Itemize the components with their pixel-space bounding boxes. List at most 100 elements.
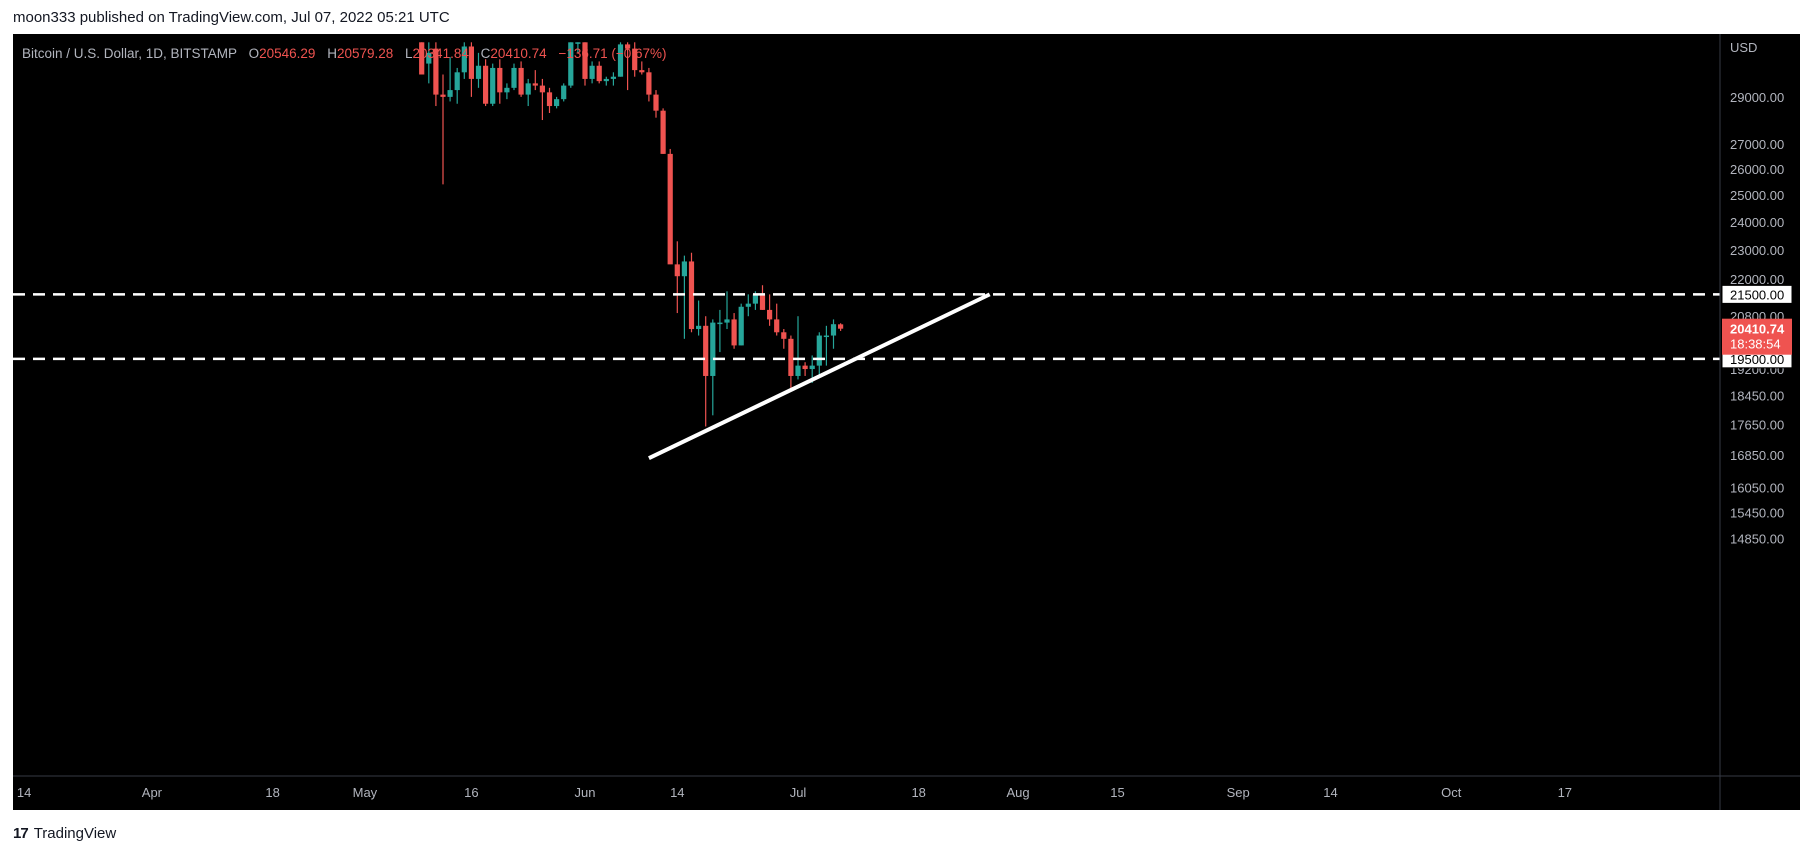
candle-body bbox=[603, 78, 609, 82]
candle[interactable] bbox=[724, 291, 730, 330]
footer-brand[interactable]: 17 TradingView bbox=[13, 822, 116, 844]
candle-body bbox=[688, 261, 695, 330]
candle[interactable] bbox=[767, 294, 773, 326]
candle[interactable] bbox=[688, 252, 695, 333]
price-tick-label: 18450.00 bbox=[1730, 388, 1784, 403]
candle[interactable] bbox=[497, 59, 503, 104]
trendline[interactable] bbox=[648, 292, 991, 461]
candle[interactable] bbox=[539, 78, 545, 121]
candle[interactable] bbox=[781, 329, 787, 349]
candle[interactable] bbox=[696, 300, 702, 336]
candle[interactable] bbox=[710, 319, 716, 416]
price-tick-label: 26000.00 bbox=[1730, 162, 1784, 177]
candle[interactable] bbox=[639, 61, 645, 75]
candle[interactable] bbox=[589, 61, 595, 84]
price-tick-label: 23000.00 bbox=[1730, 243, 1784, 258]
candle[interactable] bbox=[532, 70, 538, 91]
candle[interactable] bbox=[788, 335, 794, 391]
candle[interactable] bbox=[419, 42, 425, 75]
candle[interactable] bbox=[667, 148, 673, 265]
candlestick-chart[interactable]: USD 29000.00 27000.00 26000.00 25000.00 24000… bbox=[13, 34, 1800, 810]
candle[interactable] bbox=[440, 74, 446, 185]
candle[interactable] bbox=[554, 96, 560, 109]
candle[interactable] bbox=[795, 316, 801, 380]
price-tick-label: 17650.00 bbox=[1730, 418, 1784, 433]
candle-body bbox=[617, 44, 624, 77]
candle[interactable] bbox=[681, 255, 687, 339]
candle[interactable] bbox=[433, 42, 439, 107]
candle-body bbox=[653, 94, 659, 111]
candle-body bbox=[433, 48, 439, 95]
candle[interactable] bbox=[461, 42, 467, 79]
candle[interactable] bbox=[759, 285, 766, 310]
candle[interactable] bbox=[632, 42, 638, 77]
time-tick-label: 14 bbox=[1323, 785, 1337, 800]
candle-body bbox=[781, 332, 787, 339]
candle-body bbox=[546, 92, 553, 107]
price-tick-label: 22000.00 bbox=[1730, 272, 1784, 287]
candle[interactable] bbox=[745, 294, 751, 317]
candle[interactable] bbox=[511, 63, 517, 91]
candle[interactable] bbox=[426, 42, 432, 84]
candle[interactable] bbox=[717, 309, 723, 353]
candle[interactable] bbox=[625, 42, 631, 91]
candle-body bbox=[830, 324, 837, 336]
candle[interactable] bbox=[454, 67, 460, 104]
candle[interactable] bbox=[582, 42, 588, 86]
candle[interactable] bbox=[475, 52, 482, 88]
candle[interactable] bbox=[660, 108, 666, 154]
chart-area[interactable]: USD 29000.00 27000.00 26000.00 25000.00 24000… bbox=[13, 34, 1800, 810]
candle[interactable] bbox=[830, 319, 837, 349]
candle[interactable] bbox=[838, 323, 844, 331]
candle-body bbox=[639, 70, 645, 73]
candle[interactable] bbox=[617, 42, 624, 77]
candle[interactable] bbox=[504, 83, 510, 100]
candle[interactable] bbox=[483, 59, 489, 107]
candle[interactable] bbox=[731, 313, 737, 349]
candle-body bbox=[497, 67, 503, 93]
candle[interactable] bbox=[568, 42, 574, 88]
candle[interactable] bbox=[546, 87, 553, 114]
candle-body bbox=[809, 365, 815, 370]
candle[interactable] bbox=[738, 303, 744, 346]
candle[interactable] bbox=[596, 61, 602, 84]
candle[interactable] bbox=[646, 67, 652, 102]
candle[interactable] bbox=[823, 325, 829, 366]
candle[interactable] bbox=[575, 42, 581, 53]
svg-text:19500.00: 19500.00 bbox=[1730, 352, 1784, 367]
candle-body bbox=[440, 94, 446, 97]
legend-change: −136.71 (−0.67%) bbox=[558, 46, 666, 61]
candle-body bbox=[561, 85, 567, 100]
candle[interactable] bbox=[468, 42, 474, 97]
time-tick-label: Jun bbox=[575, 785, 596, 800]
time-tick-label: 17 bbox=[1558, 785, 1572, 800]
candle[interactable] bbox=[774, 303, 780, 336]
candle[interactable] bbox=[610, 72, 616, 86]
current-price-value: 20410.74 bbox=[1730, 322, 1785, 337]
candle-body bbox=[838, 324, 844, 329]
svg-text:21500.00: 21500.00 bbox=[1730, 287, 1784, 302]
price-tick-label: 25000.00 bbox=[1730, 188, 1784, 203]
candle[interactable] bbox=[802, 362, 808, 376]
candle[interactable] bbox=[447, 57, 453, 102]
time-tick-label: 14 bbox=[670, 785, 684, 800]
candle-body bbox=[802, 365, 808, 370]
price-tick-label: 16050.00 bbox=[1730, 480, 1784, 495]
candle[interactable] bbox=[674, 241, 680, 314]
candle-body bbox=[568, 42, 574, 86]
candle[interactable] bbox=[518, 61, 524, 97]
time-tick-label: Oct bbox=[1441, 785, 1462, 800]
candle[interactable] bbox=[703, 316, 709, 427]
candle-body bbox=[660, 110, 666, 154]
candle-body bbox=[632, 48, 638, 71]
candle[interactable] bbox=[816, 332, 822, 376]
candle[interactable] bbox=[525, 78, 531, 107]
candle-body bbox=[447, 90, 453, 97]
candle[interactable] bbox=[603, 76, 609, 86]
candle[interactable] bbox=[561, 83, 567, 102]
candle[interactable] bbox=[653, 90, 659, 118]
candle-body bbox=[518, 67, 524, 95]
candle-body bbox=[625, 44, 631, 49]
candle[interactable] bbox=[490, 63, 496, 107]
